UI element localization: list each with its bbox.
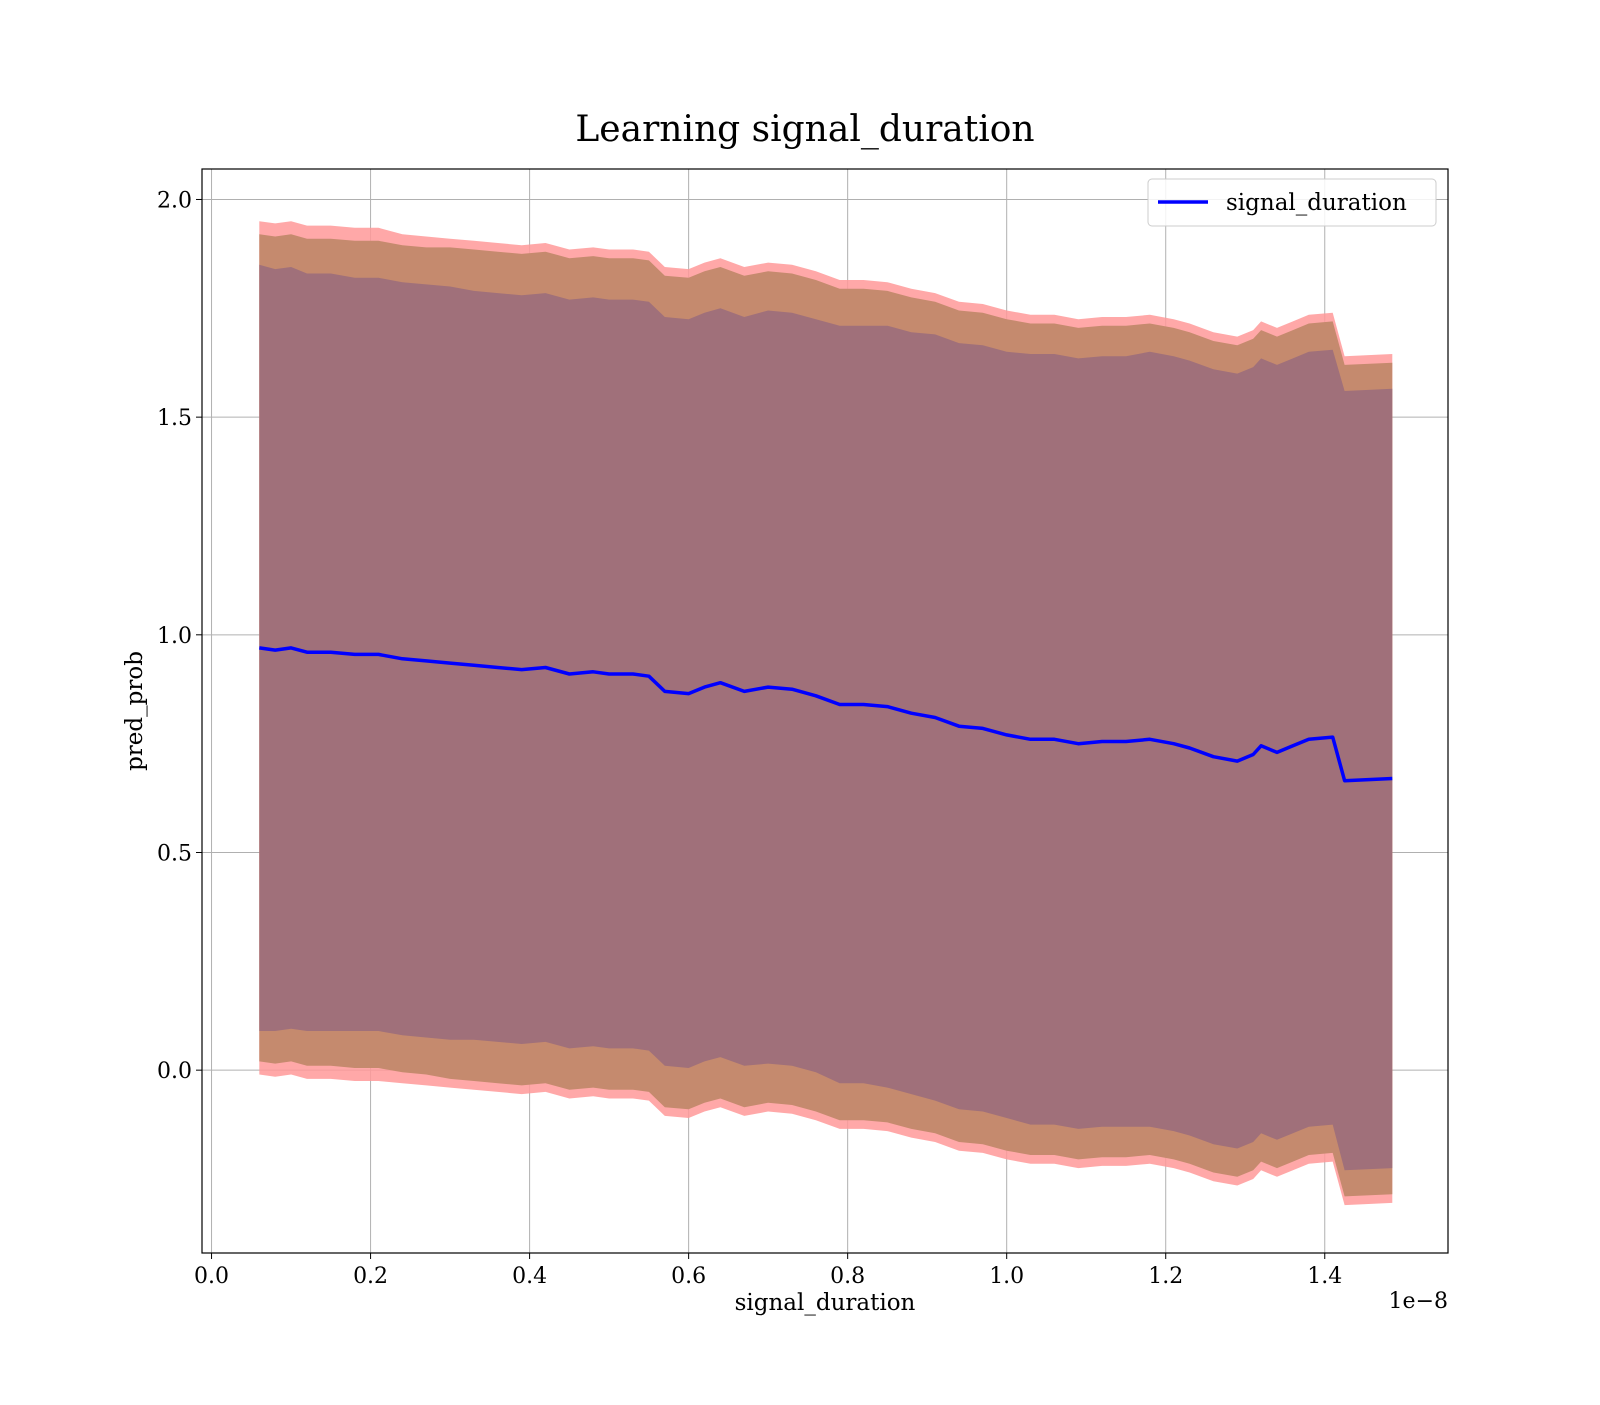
x-axis-offset-label: 1e−8 (1389, 1289, 1448, 1314)
x-tick-label-6: 1.2 (1148, 1264, 1183, 1289)
legend-box (1147, 178, 1437, 227)
legend-entry-label: signal_duration (1226, 190, 1407, 216)
y-tick-label-1: 0.5 (157, 841, 192, 866)
x-tick-label-4: 0.8 (830, 1264, 865, 1289)
legend: signal_duration (1147, 178, 1437, 227)
y-axis-ticks: 0.0 0.5 1.0 1.5 2.0 (157, 188, 202, 1084)
x-tick-label-2: 0.4 (512, 1264, 547, 1289)
plot-frame (201, 168, 1449, 1254)
confidence-bands (259, 221, 1393, 1206)
series-line-layer (259, 646, 1393, 783)
x-axis-label: signal_duration (735, 1290, 916, 1316)
y-tick-label-0: 0.0 (157, 1059, 192, 1084)
y-axis-label: pred_prob (122, 651, 148, 771)
x-tick-label-5: 1.0 (989, 1264, 1024, 1289)
chart-title: Learning signal_duration (575, 109, 1034, 150)
x-tick-label-1: 0.2 (353, 1264, 388, 1289)
x-tick-label-0: 0.0 (194, 1264, 229, 1289)
band-inner (259, 264, 1393, 1171)
y-tick-label-2: 1.0 (157, 624, 192, 649)
x-tick-label-7: 1.4 (1307, 1264, 1342, 1289)
y-tick-label-4: 2.0 (157, 188, 192, 213)
x-tick-label-3: 0.6 (671, 1264, 706, 1289)
series-line-signal-duration (259, 646, 1393, 783)
x-axis-ticks: 0.0 0.2 0.4 0.6 0.8 1.0 1.2 1.4 (194, 1253, 1342, 1289)
y-tick-label-3: 1.5 (157, 406, 192, 431)
